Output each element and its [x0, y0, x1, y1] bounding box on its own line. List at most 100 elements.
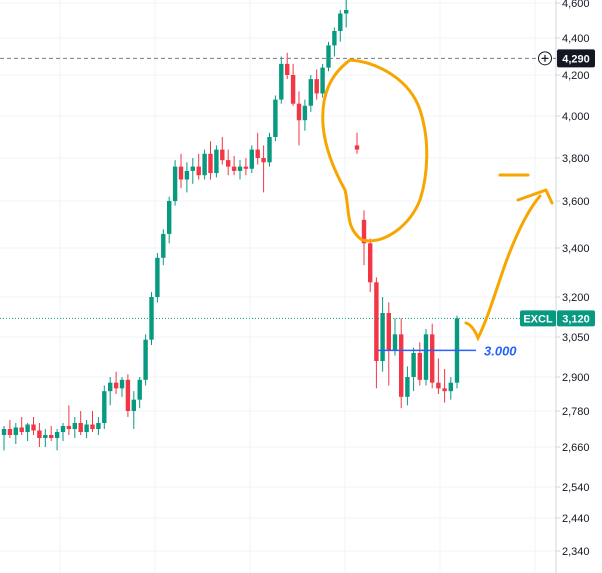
- candle: [320, 63, 325, 98]
- candle: [380, 297, 385, 372]
- candle: [19, 417, 24, 435]
- last-price-badge: EXCL 3,120: [520, 310, 595, 327]
- annotation-arrow-curve[interactable]: [464, 194, 542, 342]
- candle-body: [119, 379, 125, 389]
- y-tick-label: 2,660: [562, 442, 590, 454]
- y-tick-label: 3,400: [562, 243, 590, 255]
- candle: [249, 145, 254, 174]
- candle-body: [125, 379, 131, 411]
- candle: [361, 210, 367, 266]
- candle-body: [90, 424, 95, 429]
- candle-body: [49, 435, 54, 438]
- candle: [430, 323, 435, 389]
- price-badge-label: 3,120: [562, 313, 590, 325]
- candle: [237, 160, 243, 180]
- candle-body: [326, 45, 331, 68]
- candle-body: [267, 137, 272, 163]
- candle-body: [137, 379, 142, 400]
- candle: [149, 292, 154, 345]
- candle: [220, 137, 225, 165]
- candle: [231, 155, 237, 176]
- candle: [442, 369, 447, 403]
- candle-body: [320, 67, 325, 94]
- annotation-circle[interactable]: [321, 58, 429, 243]
- candle: [113, 371, 119, 394]
- y-tick-label: 4,400: [562, 33, 590, 45]
- candle: [273, 95, 278, 142]
- candle-body: [279, 63, 284, 100]
- candle-body: [308, 79, 313, 106]
- candle-body: [220, 149, 225, 161]
- candle-body: [374, 282, 379, 361]
- crosshair-badge-bg: [557, 49, 595, 68]
- candle: [13, 423, 18, 444]
- candle: [267, 132, 272, 167]
- candle: [184, 162, 190, 193]
- candle: [161, 229, 166, 266]
- candle-body: [261, 158, 266, 163]
- candle-body: [338, 13, 343, 31]
- candle: [344, 0, 349, 28]
- candle: [290, 63, 296, 106]
- candle: [279, 56, 284, 104]
- candle-body: [411, 353, 416, 377]
- candle: [423, 329, 429, 386]
- candle-body: [226, 160, 231, 167]
- candle: [354, 132, 360, 154]
- candle-body: [417, 353, 422, 380]
- candle-body: [72, 423, 77, 429]
- candle: [125, 374, 131, 417]
- candle-body: [405, 377, 410, 397]
- candle-body: [386, 313, 391, 351]
- candle-body: [368, 243, 373, 283]
- candle-body: [344, 10, 349, 14]
- candle-body: [113, 382, 119, 389]
- candle-body: [196, 166, 201, 176]
- candle-body: [332, 31, 337, 46]
- candle-body: [423, 334, 429, 380]
- candle-body: [214, 149, 219, 174]
- crosshair-price-badge: 4,290: [538, 49, 595, 68]
- candle: [386, 302, 391, 386]
- y-tick-label: 3,200: [562, 292, 590, 304]
- candle-body: [25, 424, 30, 432]
- y-tick-label: 3,600: [562, 196, 590, 208]
- y-tick-label: 3,050: [562, 332, 590, 344]
- candle-body: [442, 388, 447, 392]
- candle: [374, 277, 379, 389]
- candle: [90, 411, 95, 432]
- candle: [314, 69, 319, 100]
- candle: [143, 334, 148, 386]
- candle-body: [296, 103, 302, 121]
- candle-body: [243, 166, 249, 169]
- candle-body: [190, 166, 195, 171]
- candle: [60, 423, 66, 441]
- candle: [137, 377, 142, 409]
- candle-body: [436, 382, 441, 389]
- candle-body: [255, 149, 260, 158]
- candle: [411, 347, 416, 392]
- candle-body: [302, 105, 308, 121]
- price-badge-bg: [557, 310, 595, 327]
- candle-body: [430, 334, 435, 383]
- candle-body: [13, 427, 18, 435]
- candle-body: [231, 166, 237, 171]
- candle-body: [149, 297, 154, 340]
- candle-body: [54, 432, 60, 438]
- candle: [108, 377, 113, 406]
- candle: [285, 52, 290, 80]
- candle: [155, 252, 160, 303]
- candle: [202, 149, 207, 180]
- candle: [332, 27, 337, 57]
- candle-body: [60, 426, 66, 432]
- candle-body: [7, 429, 13, 435]
- candle-body: [172, 166, 178, 201]
- candle-body: [237, 166, 243, 171]
- candle-body: [178, 166, 184, 180]
- candle: [196, 153, 201, 180]
- candle-body: [380, 313, 385, 361]
- candle-body: [314, 79, 319, 94]
- candle-body: [43, 435, 48, 438]
- candle: [308, 75, 313, 112]
- candle: [190, 158, 195, 184]
